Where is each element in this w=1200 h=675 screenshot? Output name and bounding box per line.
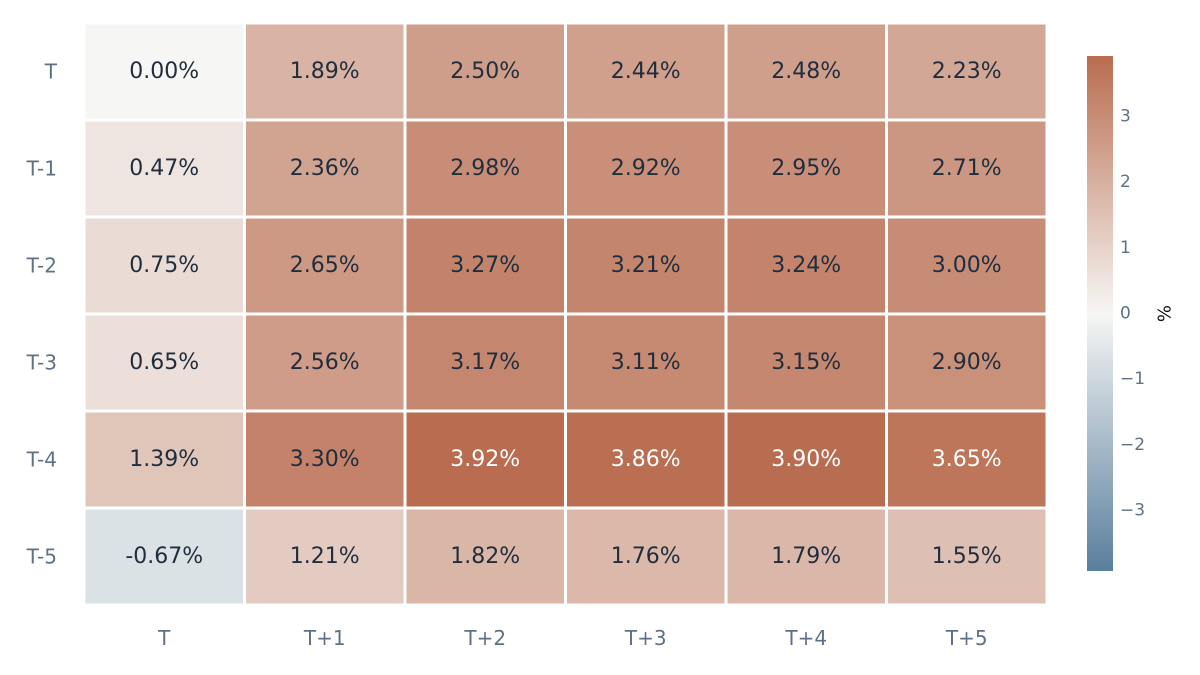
- heatmap-cell: [727, 509, 885, 604]
- heatmap-cell: [406, 509, 564, 604]
- heatmap-cell: [246, 24, 404, 119]
- heatmap-cell: [85, 412, 243, 507]
- x-tick-label: T+1: [303, 626, 346, 650]
- heatmap-cell: [888, 24, 1046, 119]
- cell-value-label: 3.24%: [771, 253, 841, 278]
- cell-value-label: 2.90%: [932, 350, 1002, 375]
- heatmap-cell: [246, 218, 404, 313]
- cell-value-label: 0.47%: [129, 156, 199, 181]
- x-tick-label: T+3: [624, 626, 667, 650]
- cell-value-label: 2.44%: [611, 59, 681, 84]
- heatmap-cell: [85, 509, 243, 604]
- x-tick-label: T+5: [945, 626, 988, 650]
- cell-value-label: 3.86%: [611, 447, 681, 472]
- cell-value-label: 3.17%: [450, 350, 520, 375]
- heatmap-cells: 0.00% 1.89% 2.50% 2.44% 2.48% 2.23% 0.47% 2.36%…: [85, 24, 1046, 604]
- heatmap-cell: [888, 315, 1046, 410]
- heatmap-cell: [246, 412, 404, 507]
- heatmap-cell: [406, 121, 564, 216]
- heatmap-cell: [727, 218, 885, 313]
- heatmap-cell: [246, 315, 404, 410]
- y-tick-label: T-4: [26, 448, 57, 472]
- heatmap-cell: [888, 121, 1046, 216]
- heatmap-cell: [567, 121, 725, 216]
- cell-value-label: 2.92%: [611, 156, 681, 181]
- heatmap-cell: [727, 315, 885, 410]
- x-tick-label: T+4: [784, 626, 827, 650]
- colorbar-tick-label: 2: [1120, 172, 1131, 192]
- heatmap-cell: [85, 121, 243, 216]
- x-axis: T T+1 T+2 T+3 T+4 T+5: [157, 626, 987, 650]
- cell-value-label: 1.39%: [129, 447, 199, 472]
- colorbar-tick-label: 1: [1120, 238, 1131, 258]
- colorbar-tick-label: 3: [1120, 106, 1131, 126]
- cell-value-label: -0.67%: [125, 544, 203, 569]
- colorbar-tick-label: −3: [1120, 501, 1145, 521]
- cell-value-label: 3.11%: [611, 350, 681, 375]
- y-tick-label: T-2: [26, 254, 57, 278]
- heatmap-cell: [567, 218, 725, 313]
- cell-value-label: 0.65%: [129, 350, 199, 375]
- cell-value-label: 3.30%: [290, 447, 360, 472]
- heatmap-cell: [727, 24, 885, 119]
- cell-value-label: 3.15%: [771, 350, 841, 375]
- heatmap-cell: [888, 218, 1046, 313]
- cell-value-label: 3.21%: [611, 253, 681, 278]
- heatmap-cell: [567, 412, 725, 507]
- colorbar-gradient: [1087, 56, 1113, 571]
- cell-value-label: 2.48%: [771, 59, 841, 84]
- heatmap-cell: [85, 218, 243, 313]
- cell-value-label: 3.92%: [450, 447, 520, 472]
- cell-value-label: 1.55%: [932, 544, 1002, 569]
- heatmap-cell: [727, 412, 885, 507]
- cell-value-label: 0.00%: [129, 59, 199, 84]
- heatmap-cell: [727, 121, 885, 216]
- heatmap-cell: [85, 315, 243, 410]
- cell-value-label: 2.50%: [450, 59, 520, 84]
- heatmap-cell: [406, 412, 564, 507]
- heatmap-cell: [406, 24, 564, 119]
- heatmap-cell: [246, 121, 404, 216]
- cell-value-label: 2.23%: [932, 59, 1002, 84]
- colorbar: 3 2 1 0 −1 −2 −3 %: [1087, 56, 1176, 571]
- colorbar-ticks: 3 2 1 0 −1 −2 −3: [1120, 106, 1145, 520]
- y-axis: T T-1 T-2 T-3 T-4 T-5: [26, 60, 58, 569]
- cell-value-label: 2.71%: [932, 156, 1002, 181]
- y-tick-label: T-1: [26, 157, 57, 181]
- heatmap-cell: [246, 509, 404, 604]
- cell-value-label: 1.82%: [450, 544, 520, 569]
- y-tick-label: T: [44, 60, 58, 84]
- y-tick-label: T-3: [26, 351, 57, 375]
- cell-value-label: 3.00%: [932, 253, 1002, 278]
- cell-value-label: 3.27%: [450, 253, 520, 278]
- colorbar-title: %: [1155, 305, 1176, 322]
- cell-value-label: 1.76%: [611, 544, 681, 569]
- cell-value-label: 3.65%: [932, 447, 1002, 472]
- cell-value-label: 0.75%: [129, 253, 199, 278]
- cell-value-label: 1.21%: [290, 544, 360, 569]
- cell-value-label: 2.65%: [290, 253, 360, 278]
- heatmap-cell: [567, 315, 725, 410]
- colorbar-tick-label: −2: [1120, 435, 1145, 455]
- cell-value-label: 2.36%: [290, 156, 360, 181]
- heatmap-cell: [888, 412, 1046, 507]
- cell-value-label: 2.56%: [290, 350, 360, 375]
- heatmap-cell: [567, 509, 725, 604]
- heatmap-cell: [406, 315, 564, 410]
- cell-value-label: 2.95%: [771, 156, 841, 181]
- y-tick-label: T-5: [26, 545, 57, 569]
- x-tick-label: T: [157, 626, 171, 650]
- heatmap-cell: [567, 24, 725, 119]
- heatmap-cell: [888, 509, 1046, 604]
- colorbar-tick-label: −1: [1120, 369, 1145, 389]
- x-tick-label: T+2: [463, 626, 506, 650]
- colorbar-tick-label: 0: [1120, 304, 1131, 324]
- cell-value-label: 1.89%: [290, 59, 360, 84]
- heatmap-cell: [406, 218, 564, 313]
- heatmap-cell: [85, 24, 243, 119]
- cell-value-label: 1.79%: [771, 544, 841, 569]
- cell-value-label: 3.90%: [771, 447, 841, 472]
- cell-value-label: 2.98%: [450, 156, 520, 181]
